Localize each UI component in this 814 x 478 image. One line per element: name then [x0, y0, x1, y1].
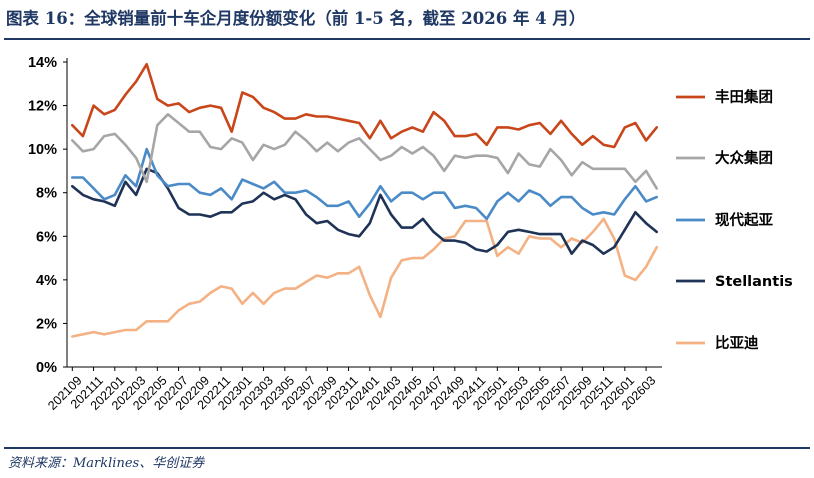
footer-divider: [4, 447, 810, 449]
legend-label: 现代起亚: [715, 211, 773, 229]
y-tick-label: 0%: [36, 360, 57, 376]
series-line-5: [71, 217, 659, 338]
line-chart: 0% 2% 4% 6% 8% 10% 12% 14% 20210920211120220120…: [28, 55, 793, 413]
y-tick-label: 10%: [28, 142, 57, 158]
title-divider: [4, 38, 810, 40]
series-line-4: [71, 167, 659, 255]
series-line-1: [71, 62, 659, 149]
legend-label: Stellantis: [715, 274, 793, 290]
legend-label: 大众集团: [715, 149, 773, 167]
y-tick-label: 12%: [28, 99, 57, 115]
source-note: 资料来源：Marklines、华创证券: [8, 456, 205, 471]
legend-label: 丰田集团: [715, 88, 773, 106]
y-axis: 0% 2% 4% 6% 8% 10% 12% 14%: [28, 55, 68, 376]
y-tick-label: 4%: [36, 273, 57, 289]
series-line-2: [71, 113, 659, 190]
y-tick-label: 8%: [36, 186, 57, 202]
series-line-3: [71, 147, 659, 221]
y-tick-label: 2%: [36, 316, 57, 332]
series-lines: [71, 62, 659, 338]
legend-label: 比亚迪: [715, 334, 759, 352]
y-tick-label: 14%: [28, 55, 57, 71]
x-axis: 2021092021112022012022032022052022072022…: [45, 366, 662, 413]
chart-title: 图表 16：全球销量前十车企月度份额变化（前 1-5 名，截至 2026 年 4…: [6, 9, 586, 28]
y-tick-label: 6%: [36, 229, 57, 245]
